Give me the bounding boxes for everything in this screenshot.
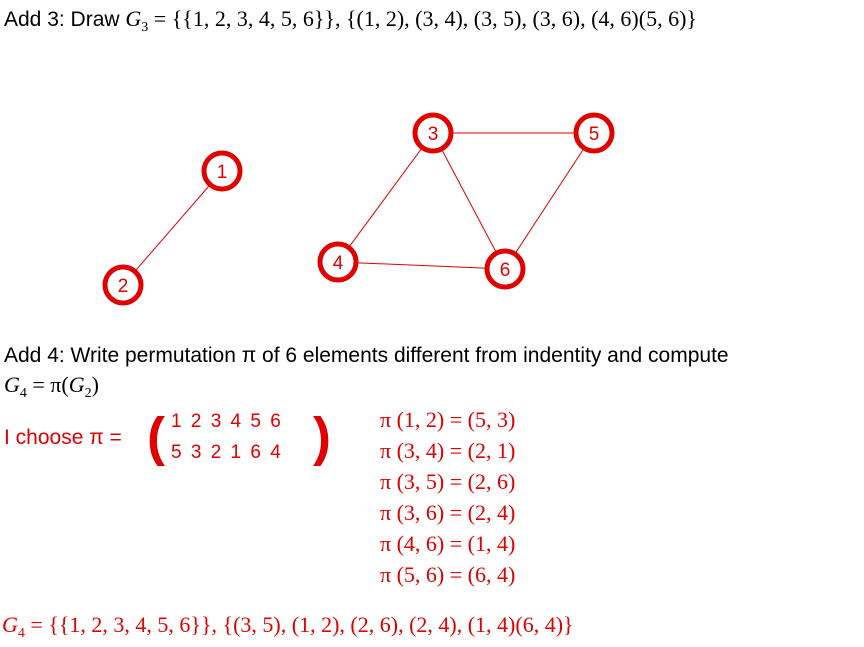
add4-line1: Add 4: Write permutation π of 6 elements… (4, 344, 729, 367)
edge-3-4 (337, 132, 434, 263)
graph-drawing: 1 2 3 4 5 6 (102, 112, 615, 306)
add4-g-rest: = π( (26, 372, 69, 397)
add4-g2-sub: 2 (84, 386, 92, 401)
add4-g-symbol: G (4, 372, 20, 397)
add4-g-sub: 4 (19, 386, 27, 401)
add4-line2: G4 = π(G2) (4, 372, 99, 402)
node-5-label: 5 (589, 124, 600, 145)
result-line: G4 = {{1, 2, 3, 4, 5, 6}}, {(3, 5), (1, … (2, 612, 574, 641)
node-5: 5 (573, 112, 615, 154)
pi-line-2: π (3, 4) = (2, 1) (380, 438, 516, 463)
node-2-label: 2 (118, 276, 129, 297)
pi-line-4: π (3, 6) = (2, 4) (380, 500, 516, 525)
node-3: 3 (412, 112, 454, 154)
node-3-label: 3 (428, 124, 439, 145)
node-2: 2 (102, 264, 144, 306)
node-6: 6 (484, 248, 526, 290)
pi-mapping-list: π (1, 2) = (5, 3) π (3, 4) = (2, 1) π (3… (380, 404, 515, 590)
choose-label: I choose π = (4, 426, 122, 449)
edge-5-6 (504, 132, 595, 270)
edge-4-6 (337, 261, 506, 270)
add3-graph-symbol: G3 (125, 6, 149, 35)
pi-line-5: π (4, 6) = (1, 4) (380, 531, 516, 556)
add4-g2-symbol: G (68, 372, 85, 397)
node-1-label: 1 (217, 162, 228, 183)
result-set-text: {{1, 2, 3, 4, 5, 6}}, {(3, 5), (1, 2), (… (48, 612, 574, 637)
node-4: 4 (317, 241, 359, 283)
node-4-label: 4 (333, 253, 344, 274)
node-1: 1 (201, 150, 243, 192)
graph-edges (122, 132, 595, 286)
result-g-symbol: G (2, 612, 18, 637)
pi-line-6: π (5, 6) = (6, 4) (380, 562, 516, 587)
add4-g-close: ) (91, 372, 99, 397)
edge-3-6 (432, 132, 506, 270)
add3-set-text: {{1, 2, 3, 4, 5, 6}}, {(1, 2), (3, 4), (… (171, 6, 697, 31)
pi-line-3: π (3, 5) = (2, 6) (380, 469, 516, 494)
matrix-row-2: 5 3 2 1 6 4 (171, 442, 281, 463)
node-6-label: 6 (500, 260, 511, 281)
edge-1-2 (122, 170, 223, 286)
matrix-right-paren: ) (313, 407, 331, 467)
matrix-left-paren: ( (147, 407, 165, 467)
add3-prefix: Add 3: Draw (4, 8, 126, 31)
add3-heading: Add 3: Draw G3 = {{1, 2, 3, 4, 5, 6}}, {… (4, 6, 697, 36)
graph-nodes: 1 2 3 4 5 6 (102, 112, 615, 306)
result-equals: = (24, 612, 49, 637)
matrix-row-1: 1 2 3 4 5 6 (171, 411, 281, 432)
result-g-sub: 4 (17, 626, 25, 641)
pi-line-1: π (1, 2) = (5, 3) (380, 407, 516, 432)
add3-equals: = (148, 6, 172, 31)
